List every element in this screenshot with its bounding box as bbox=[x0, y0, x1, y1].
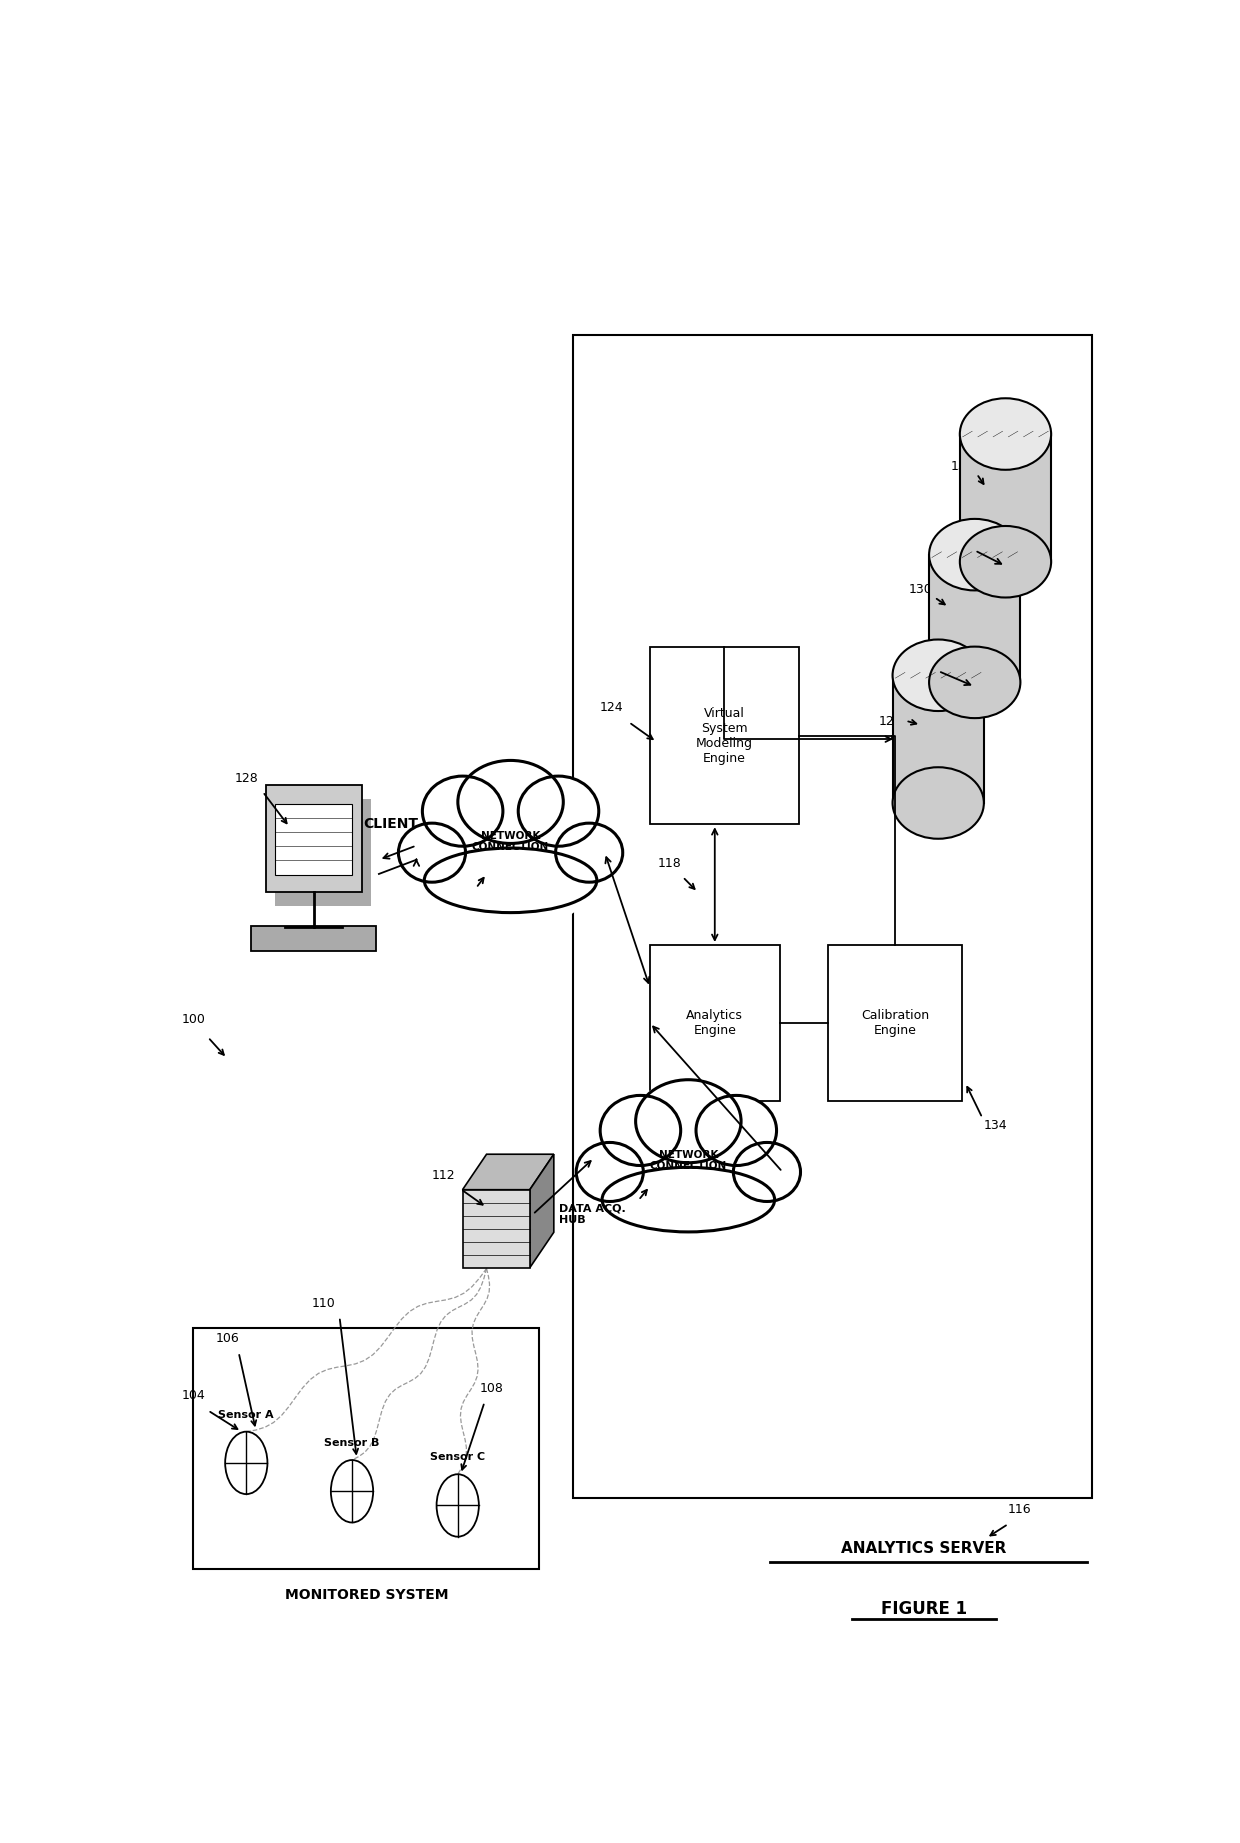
FancyBboxPatch shape bbox=[265, 785, 362, 892]
Text: 112: 112 bbox=[432, 1168, 455, 1181]
FancyBboxPatch shape bbox=[463, 1191, 529, 1268]
Ellipse shape bbox=[603, 1167, 775, 1231]
FancyBboxPatch shape bbox=[650, 647, 799, 824]
Text: 116: 116 bbox=[1008, 1502, 1032, 1515]
Text: CLIENT: CLIENT bbox=[363, 816, 418, 831]
Text: 114: 114 bbox=[614, 1198, 637, 1211]
FancyBboxPatch shape bbox=[275, 800, 371, 907]
FancyBboxPatch shape bbox=[929, 555, 1021, 682]
Text: 108: 108 bbox=[480, 1382, 503, 1395]
Ellipse shape bbox=[600, 1095, 681, 1165]
Text: 106: 106 bbox=[216, 1332, 239, 1345]
Ellipse shape bbox=[733, 1143, 801, 1202]
Text: ANALYTICS SERVER: ANALYTICS SERVER bbox=[841, 1541, 1007, 1555]
FancyBboxPatch shape bbox=[960, 435, 1052, 562]
Text: FIGURE 1: FIGURE 1 bbox=[880, 1600, 967, 1618]
Text: NETWORK
CONNECTION: NETWORK CONNECTION bbox=[650, 1150, 727, 1172]
Text: 126: 126 bbox=[878, 715, 901, 728]
Ellipse shape bbox=[518, 776, 599, 846]
Ellipse shape bbox=[960, 398, 1052, 470]
Text: Analytics
Engine: Analytics Engine bbox=[687, 1008, 743, 1038]
Ellipse shape bbox=[577, 1143, 644, 1202]
Text: Calibration
Engine: Calibration Engine bbox=[861, 1008, 929, 1038]
Text: 134: 134 bbox=[985, 1119, 1008, 1132]
Ellipse shape bbox=[960, 525, 1052, 597]
Ellipse shape bbox=[893, 640, 983, 711]
Text: 100: 100 bbox=[181, 1014, 206, 1027]
FancyBboxPatch shape bbox=[275, 804, 352, 875]
Text: 132: 132 bbox=[950, 459, 975, 472]
FancyBboxPatch shape bbox=[573, 335, 1092, 1498]
Text: Sensor B: Sensor B bbox=[325, 1438, 379, 1449]
Ellipse shape bbox=[410, 765, 611, 931]
Ellipse shape bbox=[929, 647, 1021, 719]
Text: Sensor C: Sensor C bbox=[430, 1452, 485, 1461]
Ellipse shape bbox=[458, 761, 563, 844]
Ellipse shape bbox=[929, 520, 1021, 590]
FancyBboxPatch shape bbox=[828, 945, 962, 1100]
Ellipse shape bbox=[556, 824, 622, 883]
Ellipse shape bbox=[636, 1080, 742, 1163]
Text: NETWORK
CONNECTION: NETWORK CONNECTION bbox=[472, 831, 549, 851]
Ellipse shape bbox=[423, 776, 503, 846]
Ellipse shape bbox=[398, 824, 465, 883]
FancyBboxPatch shape bbox=[650, 945, 780, 1100]
FancyBboxPatch shape bbox=[193, 1329, 539, 1570]
Ellipse shape bbox=[588, 1084, 789, 1250]
Text: 110: 110 bbox=[311, 1297, 335, 1310]
Text: DATA ACQ.
HUB: DATA ACQ. HUB bbox=[558, 1203, 625, 1226]
Polygon shape bbox=[463, 1154, 554, 1191]
Ellipse shape bbox=[424, 848, 596, 912]
Text: MONITORED SYSTEM: MONITORED SYSTEM bbox=[285, 1589, 448, 1602]
Text: 104: 104 bbox=[181, 1390, 206, 1403]
Text: 130: 130 bbox=[909, 582, 932, 595]
Ellipse shape bbox=[893, 767, 983, 839]
Text: Virtual
System
Modeling
Engine: Virtual System Modeling Engine bbox=[696, 706, 753, 765]
FancyBboxPatch shape bbox=[250, 925, 376, 951]
FancyBboxPatch shape bbox=[893, 675, 983, 804]
Text: 124: 124 bbox=[600, 700, 624, 713]
Text: 118: 118 bbox=[657, 857, 681, 870]
Polygon shape bbox=[529, 1154, 554, 1268]
Text: 128: 128 bbox=[234, 772, 258, 785]
Ellipse shape bbox=[696, 1095, 776, 1165]
Text: 114: 114 bbox=[450, 885, 475, 898]
Text: Sensor A: Sensor A bbox=[218, 1410, 274, 1419]
